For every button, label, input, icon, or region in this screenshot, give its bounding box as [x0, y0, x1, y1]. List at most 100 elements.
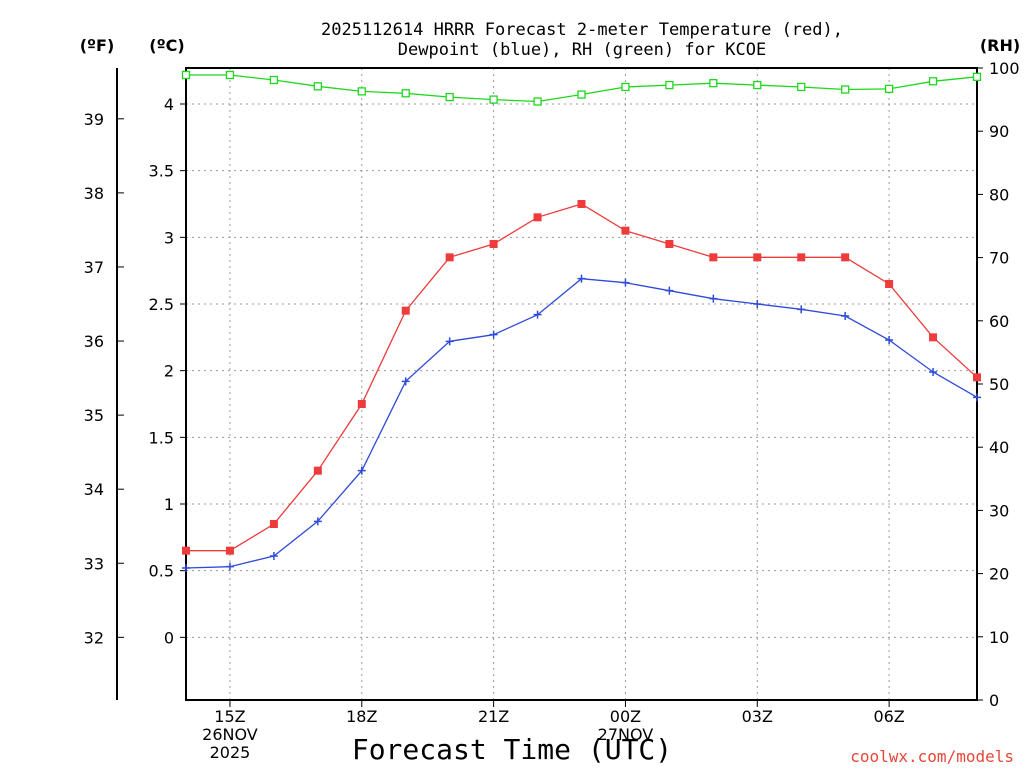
rh-point	[884, 84, 894, 94]
temperature-point	[489, 240, 498, 248]
rh-tick-label: 80	[989, 185, 1009, 204]
x-tick-label: 18Z	[346, 707, 377, 726]
temperature-point	[841, 253, 850, 262]
temperature-point	[357, 400, 366, 408]
rh-point	[577, 90, 586, 99]
celsius-tick-label: 2	[164, 362, 174, 381]
temperature-point	[269, 520, 278, 528]
rh-tick-label: 60	[989, 312, 1009, 331]
rh-point	[181, 70, 191, 80]
dewpoint-point	[357, 466, 366, 475]
x-tick-label: 2025	[210, 743, 251, 762]
x-tick-label: 27NOV	[598, 725, 654, 744]
source-credit: coolwx.com/models	[850, 747, 1014, 766]
fahrenheit-tick-label: 36	[84, 332, 104, 351]
rh-tick-label: 50	[989, 375, 1009, 394]
celsius-tick-label: 3	[164, 228, 174, 247]
x-tick-label: 21Z	[478, 707, 509, 726]
rh-point	[357, 87, 366, 96]
chart-title-line-2: Dewpoint (blue), RH (green) for KCOE	[398, 40, 766, 60]
celsius-tick-label: 1	[164, 495, 174, 514]
rh-tick-label: 40	[989, 438, 1009, 457]
dewpoint-point	[621, 278, 630, 287]
temperature-point	[182, 546, 190, 555]
rh-point	[972, 72, 982, 81]
celsius-tick-label: 2.5	[149, 295, 174, 314]
rh-tick-label: 70	[989, 249, 1009, 268]
dewpoint-point	[797, 305, 806, 314]
celsius-unit-label: (ºC)	[149, 36, 184, 55]
temperature-point	[225, 546, 234, 555]
fahrenheit-tick-label: 34	[84, 480, 104, 499]
dewpoint-line	[185, 278, 978, 569]
celsius-tick-label: 4	[164, 95, 174, 114]
temperature-point	[445, 253, 454, 262]
dewpoint-point	[577, 274, 586, 283]
dewpoint-point	[401, 377, 410, 386]
rh-point	[841, 85, 850, 94]
rh-tick-label: 0	[989, 691, 999, 710]
rh-tick-label: 30	[989, 501, 1009, 520]
dewpoint-point	[533, 310, 542, 319]
dewpoint-point	[841, 312, 850, 320]
celsius-tick-label: 0.5	[149, 562, 174, 581]
dewpoint-point	[973, 393, 981, 402]
temperature-point	[973, 373, 981, 382]
plot-frame	[185, 67, 978, 701]
fahrenheit-tick-label: 35	[84, 406, 104, 425]
temperature-point	[577, 200, 586, 208]
dewpoint-point	[885, 336, 894, 344]
rh-point	[621, 82, 630, 92]
fahrenheit-tick-label: 38	[84, 184, 104, 203]
rh-tick-label: 90	[989, 122, 1009, 141]
fahrenheit-tick-label: 37	[84, 258, 104, 277]
dewpoint-point	[313, 517, 322, 526]
temperature-line	[186, 203, 978, 552]
x-axis-label: Forecast Time (UTC)	[352, 733, 672, 766]
rh-point	[709, 79, 718, 88]
temperature-point	[797, 253, 806, 262]
rh-point	[665, 80, 674, 90]
x-tick-label: 06Z	[873, 707, 904, 726]
x-tick-label: 03Z	[742, 707, 773, 726]
temperature-point	[313, 466, 322, 475]
temperature-point	[621, 226, 630, 235]
rh-point	[269, 75, 279, 85]
temperature-point	[665, 240, 674, 248]
temperature-point	[401, 306, 410, 315]
tick-labels: 0 0.5 1 1.5 2 2.5 3 3.5 4 32 33 34 35 36 37 38 39 0 10 20 30…	[84, 59, 1020, 762]
dewpoint-point	[269, 552, 278, 560]
rh-tick-label: 20	[989, 565, 1009, 584]
dewpoint-point	[445, 337, 454, 346]
x-tick-label: 00Z	[610, 707, 641, 726]
x-tick-label: 26NOV	[202, 725, 258, 744]
temperature-point	[885, 280, 894, 288]
dewpoint-point	[489, 330, 498, 339]
data-series	[181, 70, 982, 572]
rh-point	[445, 92, 454, 102]
celsius-tick-label: 3.5	[149, 162, 174, 181]
celsius-tick-label: 1.5	[149, 428, 174, 447]
fahrenheit-unit-label: (ºF)	[80, 36, 115, 55]
fahrenheit-tick-label: 39	[84, 110, 104, 129]
rh-point	[533, 97, 542, 106]
rh-point	[753, 80, 762, 90]
rh-unit-label: (RH)	[980, 36, 1020, 55]
rh-point	[225, 70, 235, 80]
rh-point	[489, 95, 498, 104]
temperature-point	[533, 213, 542, 222]
rh-point	[928, 77, 938, 86]
rh-point	[401, 89, 410, 98]
chart-title-line-1: 2025112614 HRRR Forecast 2-meter Tempera…	[321, 20, 843, 40]
grid-lines	[186, 68, 977, 700]
rh-tick-label: 10	[989, 628, 1009, 647]
dewpoint-point	[929, 368, 938, 376]
dewpoint-point	[665, 286, 674, 295]
temperature-point	[753, 253, 762, 262]
celsius-tick-label: 0	[164, 628, 174, 647]
temperature-point	[709, 253, 718, 262]
x-tick-label: 15Z	[214, 707, 245, 726]
axes	[116, 67, 978, 701]
fahrenheit-tick-label: 32	[84, 628, 104, 647]
temperature-point	[929, 333, 938, 342]
